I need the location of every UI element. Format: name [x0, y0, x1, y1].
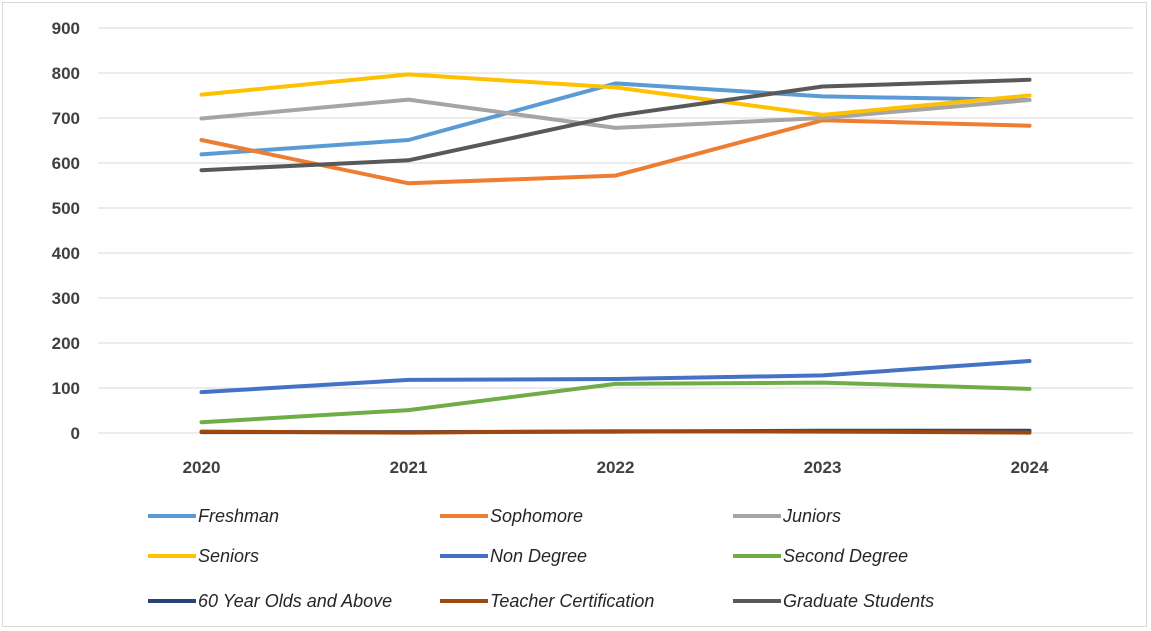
- y-tick-label: 900: [52, 19, 80, 38]
- legend-label: Second Degree: [783, 546, 908, 566]
- legend-item-teacher-certification: Teacher Certification: [440, 591, 654, 611]
- legend-item-60-year-olds-and-above: 60 Year Olds and Above: [148, 591, 392, 611]
- y-tick-label: 800: [52, 64, 80, 83]
- series-line-non-degree: [199, 359, 1032, 395]
- x-tick-label: 2022: [597, 458, 635, 477]
- series-line-second-degree: [199, 380, 1032, 425]
- legend-label: Sophomore: [490, 506, 583, 526]
- y-tick-label: 200: [52, 334, 80, 353]
- y-tick-label: 0: [71, 424, 80, 443]
- legend-item-sophomore: Sophomore: [440, 506, 583, 526]
- series-line-sophomore: [199, 118, 1032, 186]
- legend-item-seniors: Seniors: [148, 546, 259, 566]
- series-line-freshman: [199, 81, 1032, 157]
- legend-item-juniors: Juniors: [733, 506, 841, 526]
- y-tick-label: 100: [52, 379, 80, 398]
- legend-label: Graduate Students: [783, 591, 934, 611]
- series-line-juniors: [199, 97, 1032, 130]
- legend-label: 60 Year Olds and Above: [198, 591, 392, 611]
- legend-item-graduate-students: Graduate Students: [733, 591, 934, 611]
- y-tick-label: 700: [52, 109, 80, 128]
- x-tick-label: 2023: [804, 458, 842, 477]
- series-line-graduate-students: [199, 77, 1032, 173]
- legend-label: Seniors: [198, 546, 259, 566]
- series-line-teacher-certification: [199, 429, 1032, 435]
- legend: Freshman Sophomore Juniors Seniors Non Degre…: [148, 506, 934, 611]
- legend-item-second-degree: Second Degree: [733, 546, 908, 566]
- y-tick-label: 600: [52, 154, 80, 173]
- legend-item-non-degree: Non Degree: [440, 546, 587, 566]
- legend-label: Juniors: [782, 506, 841, 526]
- x-axis-ticks: 2020 2021 2022 2023 2024: [183, 458, 1049, 477]
- series-line-seniors: [199, 72, 1032, 117]
- legend-label: Non Degree: [490, 546, 587, 566]
- legend-label: Freshman: [198, 506, 279, 526]
- y-axis-ticks: 0 100 200 300 400 500 600 700 800 900: [52, 19, 80, 443]
- y-tick-label: 300: [52, 289, 80, 308]
- legend-label: Teacher Certification: [490, 591, 654, 611]
- x-tick-label: 2020: [183, 458, 221, 477]
- series-lines: [199, 72, 1032, 435]
- legend-item-freshman: Freshman: [148, 506, 279, 526]
- x-tick-label: 2024: [1011, 458, 1049, 477]
- y-tick-label: 500: [52, 199, 80, 218]
- y-tick-label: 400: [52, 244, 80, 263]
- x-tick-label: 2021: [390, 458, 428, 477]
